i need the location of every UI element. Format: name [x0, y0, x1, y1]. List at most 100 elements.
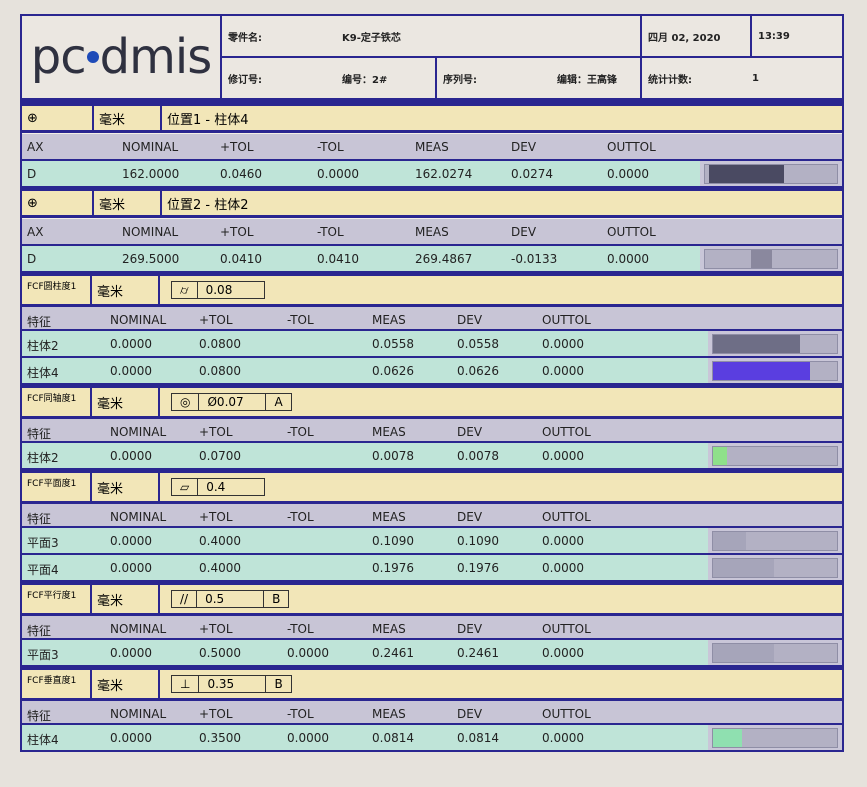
cell-4: 0.0558 [372, 337, 414, 351]
cell-4: 0.0626 [372, 364, 414, 378]
tolerance-symbol-icon: ▱ [172, 479, 199, 495]
cell-4: MEAS [415, 225, 449, 239]
cell-2: +TOL [199, 313, 233, 327]
data-row: 平面3 0.0000 0.5000 0.0000 0.2461 0.2461 0.0000 [22, 640, 842, 667]
cell-5: DEV [511, 225, 537, 239]
cell-3: -TOL [287, 707, 314, 721]
cell-4: 0.0078 [372, 449, 414, 463]
cell-6: OUTTOL [542, 425, 591, 439]
stat-count: 统计计数: 1 [640, 58, 842, 100]
serial: 序列号: 编辑：王高锋 [435, 58, 640, 100]
column-header-row: AX NOMINAL +TOL -TOL MEAS DEV OUTTOL [22, 219, 842, 246]
cell-2: 0.0460 [220, 167, 262, 181]
data-row: 柱体4 0.0000 0.3500 0.0000 0.0814 0.0814 0.0000 [22, 725, 842, 752]
fcf-label: FCF圆柱度1 [22, 276, 92, 304]
cell-5: 0.2461 [457, 646, 499, 660]
cell-2: +TOL [199, 510, 233, 524]
cell-6: OUTTOL [542, 510, 591, 524]
cell-4: MEAS [372, 510, 406, 524]
cell-1: 0.0000 [110, 646, 152, 660]
deviation-bar-fill [713, 559, 774, 577]
deviation-bar-fill [713, 644, 774, 662]
data-row: 柱体2 0.0000 0.0800 0.0558 0.0558 0.0000 [22, 331, 842, 358]
unit-label: 毫米 [92, 276, 160, 304]
cell-4: 0.1976 [372, 561, 414, 575]
cell-1: NOMINAL [110, 313, 167, 327]
revision: 修订号: 编号：2# [220, 58, 435, 100]
cell-0: AX [27, 140, 44, 154]
serial-label: 序列号: [443, 74, 477, 86]
stat-count-value: 1 [752, 72, 759, 84]
cell-6: OUTTOL [542, 313, 591, 327]
cell-1: NOMINAL [122, 140, 179, 154]
cell-1: 0.0000 [110, 449, 152, 463]
cell-0: 特征 [27, 624, 52, 638]
cell-3: 0.0410 [317, 252, 359, 266]
column-header-row: AX NOMINAL +TOL -TOL MEAS DEV OUTTOL [22, 134, 842, 161]
column-header-row: 特征 NOMINAL +TOL -TOL MEAS DEV OUTTOL [22, 701, 842, 725]
cell-2: 0.0800 [199, 337, 241, 351]
unit-label: 毫米 [94, 106, 162, 130]
cell-1: NOMINAL [110, 622, 167, 636]
number-value: 编号：2# [342, 74, 388, 86]
cell-2: 0.4000 [199, 561, 241, 575]
cell-2: +TOL [220, 225, 254, 239]
data-row: D 269.5000 0.0410 0.0410 269.4867 -0.0133 0.00… [22, 246, 842, 273]
cell-4: MEAS [372, 622, 406, 636]
section-header: ⊕ 毫米 位置2 - 柱体2 [22, 188, 842, 218]
inspection-report: pc dmis 零件名: K9-定子铁芯 四月 02, 2020 13:39 修订号… [20, 14, 844, 752]
cell-6: 0.0000 [542, 534, 584, 548]
report-date: 四月 02, 2020 [640, 16, 750, 58]
cell-2: 0.0410 [220, 252, 262, 266]
cell-0: 柱体2 [27, 451, 59, 465]
cell-6: OUTTOL [542, 707, 591, 721]
cell-0: 特征 [27, 512, 52, 526]
cell-6: 0.0000 [607, 252, 649, 266]
cell-3: -TOL [287, 510, 314, 524]
cell-1: 269.5000 [122, 252, 180, 266]
cell-6: 0.0000 [542, 364, 584, 378]
cell-1: 0.0000 [110, 731, 152, 745]
cell-6: 0.0000 [542, 731, 584, 745]
feature-icon: ⊕ [22, 106, 94, 130]
deviation-bar [704, 249, 838, 269]
stat-count-label: 统计计数: [648, 74, 692, 86]
deviation-bar [712, 446, 838, 466]
part-name: 零件名: K9-定子铁芯 [220, 16, 640, 58]
cell-6: 0.0000 [542, 561, 584, 575]
cell-1: 0.0000 [110, 364, 152, 378]
cell-1: NOMINAL [110, 510, 167, 524]
gdt-cell: B [274, 677, 283, 691]
cell-3: 0.0000 [317, 167, 359, 181]
cell-0: 平面4 [27, 563, 59, 577]
fcf-header: FCF圆柱度1 毫米 ⌭ 0.08 [22, 273, 842, 307]
deviation-bar-fill [708, 165, 785, 183]
cell-5: 0.0078 [457, 449, 499, 463]
cell-5: DEV [457, 425, 483, 439]
cell-4: 0.0814 [372, 731, 414, 745]
deviation-bar-fill [713, 729, 742, 747]
fcf-header: FCF平面度1 毫米 ▱ 0.4 [22, 470, 842, 504]
tolerance-symbol-icon: ◎ [172, 394, 200, 410]
cell-6: 0.0000 [542, 646, 584, 660]
data-row: 柱体2 0.0000 0.0700 0.0078 0.0078 0.0000 [22, 443, 842, 470]
report-sections: ⊕ 毫米 位置1 - 柱体4 AX NOMINAL +TOL -TOL MEAS DEV OUTT… [22, 103, 842, 752]
deviation-bar [712, 643, 838, 663]
cell-4: 0.1090 [372, 534, 414, 548]
feature-name: 位置1 - 柱体4 [167, 112, 249, 128]
deviation-bar-fill [713, 362, 810, 380]
cell-5: 0.0558 [457, 337, 499, 351]
deviation-bar [712, 531, 838, 551]
editor-value: 编辑：王高锋 [557, 74, 617, 86]
cell-5: DEV [457, 510, 483, 524]
deviation-bar [712, 558, 838, 578]
unit-label: 毫米 [92, 473, 160, 501]
cell-6: OUTTOL [607, 225, 656, 239]
data-row: 平面3 0.0000 0.4000 0.1090 0.1090 0.0000 [22, 528, 842, 555]
gdt-cell: 0.4 [206, 480, 226, 494]
cell-1: 162.0000 [122, 167, 180, 181]
fcf-label: FCF平行度1 [22, 585, 92, 613]
cell-2: +TOL [199, 425, 233, 439]
cell-1: 0.0000 [110, 561, 152, 575]
cell-0: 特征 [27, 315, 52, 329]
